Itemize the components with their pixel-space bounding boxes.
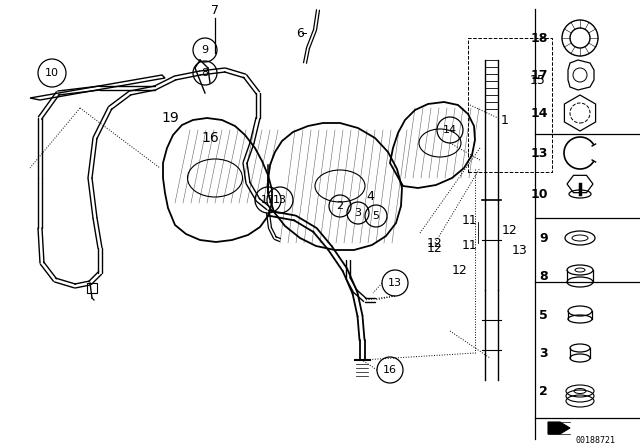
Text: 2: 2 [540,384,548,397]
Text: 12: 12 [427,241,443,254]
Text: 13: 13 [531,146,548,159]
Text: 2: 2 [337,201,344,211]
Text: 3: 3 [355,208,362,218]
Text: 6: 6 [296,26,304,39]
Text: 19: 19 [161,111,179,125]
Text: 5: 5 [540,309,548,322]
Bar [87,283,97,293]
Text: 17: 17 [261,195,275,205]
Text: 10: 10 [531,188,548,201]
Text: 11: 11 [462,238,478,251]
Text: 4: 4 [366,190,374,202]
Text: 14: 14 [531,107,548,120]
Text: 9: 9 [202,45,209,55]
Text: 13: 13 [273,195,287,205]
Text: 18: 18 [531,31,548,44]
Text: 8: 8 [202,68,209,78]
Text: 13: 13 [388,278,402,288]
Text: 9: 9 [540,232,548,245]
Text: 10: 10 [45,68,59,78]
Text: 5: 5 [372,211,380,221]
Text: 12: 12 [502,224,518,237]
Text: 8: 8 [540,270,548,283]
Text: 17: 17 [531,69,548,82]
Text: 14: 14 [443,125,457,135]
Text: 12: 12 [452,263,468,276]
Text: 15: 15 [530,73,546,86]
Text: 7: 7 [211,4,219,17]
Text: 3: 3 [540,346,548,359]
Text: 16: 16 [201,131,219,145]
Polygon shape [548,422,570,434]
Text: 13: 13 [512,244,528,257]
Text: 00188721: 00188721 [575,435,615,444]
Text: 16: 16 [383,365,397,375]
Text: 1: 1 [501,113,509,126]
Text: 12: 12 [427,237,443,250]
Text: 11: 11 [462,214,478,227]
